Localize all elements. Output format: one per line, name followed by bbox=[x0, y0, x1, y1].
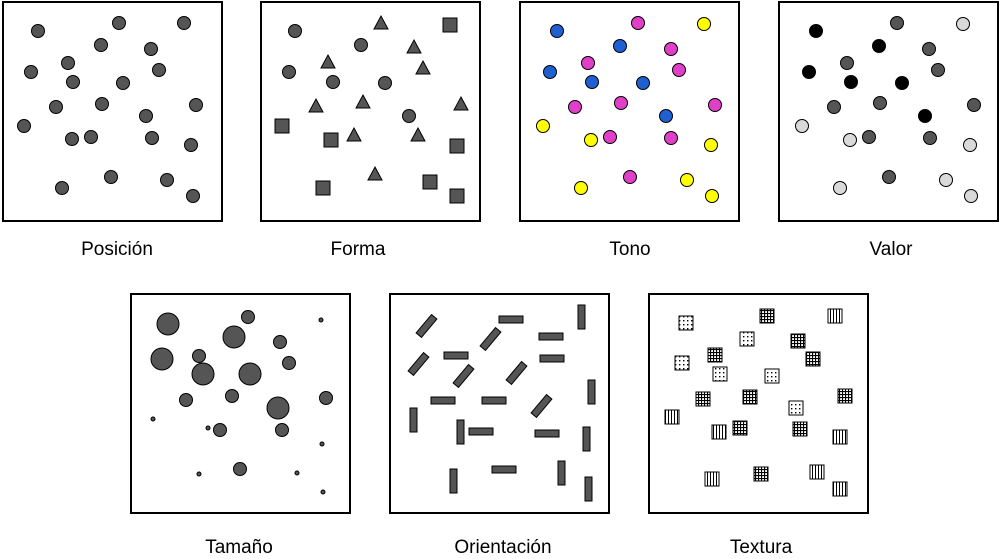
panel-posicion bbox=[2, 1, 223, 222]
panel-tono bbox=[519, 1, 740, 222]
panel-orientacion bbox=[389, 293, 610, 514]
caption-orientacion: Orientación bbox=[454, 537, 552, 558]
caption-posicion: Posición bbox=[81, 239, 153, 260]
tono-marks bbox=[536, 16, 722, 203]
caption-forma: Forma bbox=[330, 239, 386, 260]
textura-marks bbox=[664, 308, 853, 497]
caption-valor: Valor bbox=[869, 239, 913, 260]
valor-marks bbox=[795, 16, 981, 203]
panel-forma bbox=[260, 1, 481, 222]
panel-valor bbox=[778, 1, 999, 222]
caption-tono: Tono bbox=[609, 239, 651, 260]
posicion-marks bbox=[17, 16, 203, 203]
caption-textura: Textura bbox=[729, 537, 793, 558]
panel-textura bbox=[648, 293, 869, 514]
panel-tamano bbox=[130, 293, 351, 514]
forma-marks bbox=[274, 14, 469, 204]
caption-tamano: Tamaño bbox=[205, 537, 273, 558]
orientacion-marks bbox=[407, 304, 596, 502]
tamano-marks bbox=[150, 310, 333, 495]
